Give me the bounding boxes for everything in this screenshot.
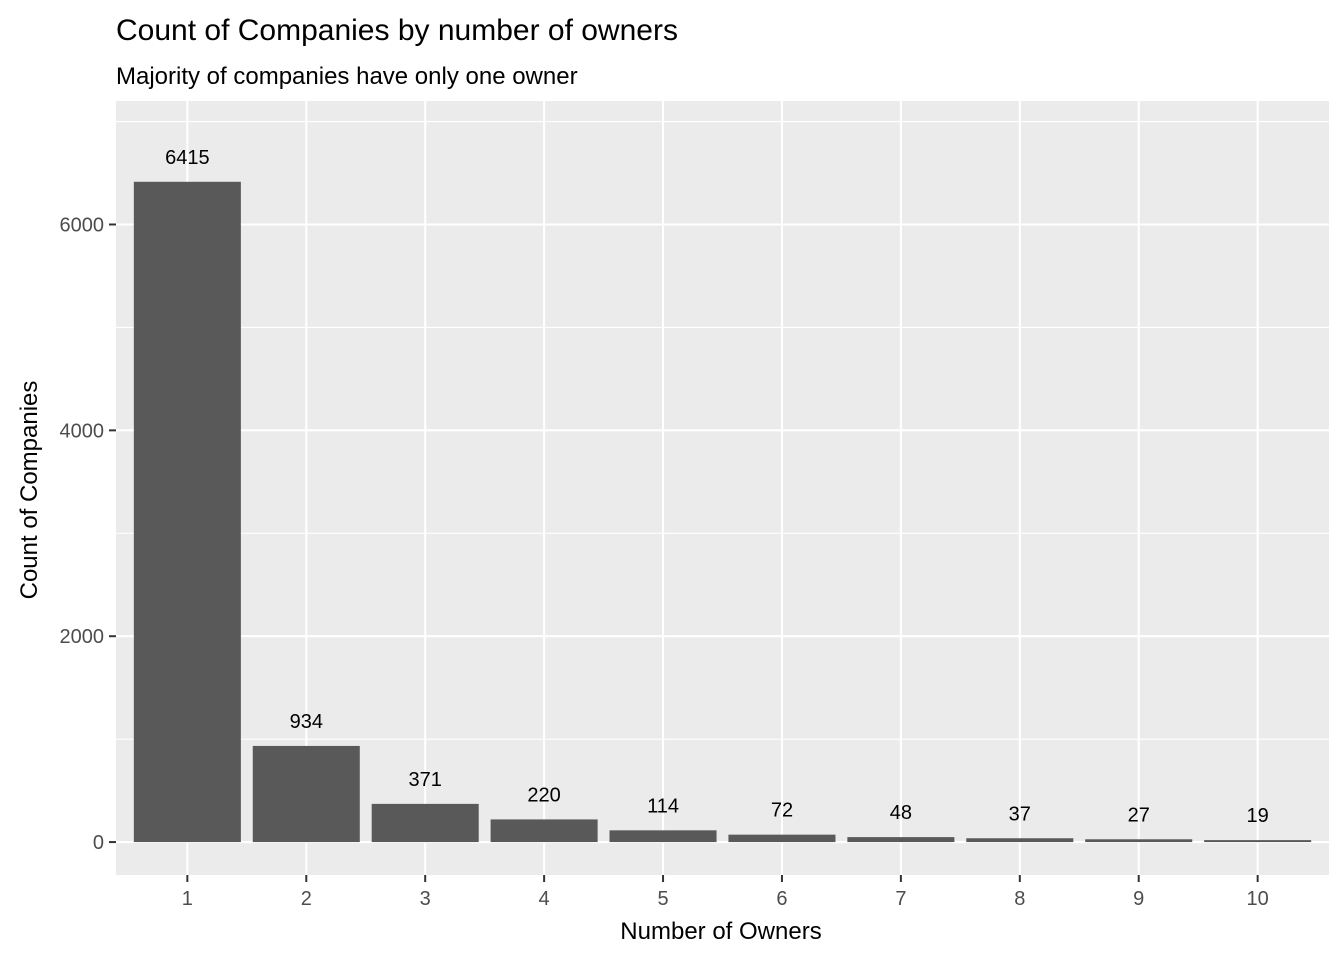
bar <box>728 834 836 843</box>
x-tick-label: 5 <box>657 888 668 910</box>
data-label: 114 <box>647 795 679 817</box>
data-label: 6415 <box>165 147 210 169</box>
data-label: 371 <box>409 769 442 791</box>
data-label: 220 <box>527 784 560 806</box>
data-label: 72 <box>771 800 793 822</box>
bar <box>490 819 598 843</box>
x-tick-label: 1 <box>182 888 193 910</box>
bar <box>252 745 360 843</box>
y-tick-label: 0 <box>93 832 104 854</box>
x-tick-label: 6 <box>776 888 787 910</box>
data-label: 934 <box>290 711 323 733</box>
bar <box>1204 840 1312 843</box>
bars <box>133 181 1312 843</box>
x-tick-label: 3 <box>420 888 431 910</box>
x-tick-label: 2 <box>301 888 312 910</box>
bar <box>609 830 717 843</box>
x-tick-label: 9 <box>1133 888 1144 910</box>
x-axis-title: Number of Owners <box>620 918 821 945</box>
y-axis: 0 2000 4000 6000 <box>60 215 116 854</box>
x-tick-label: 10 <box>1247 888 1269 910</box>
x-tick-label: 7 <box>895 888 906 910</box>
bar <box>133 181 241 843</box>
bar <box>966 838 1074 843</box>
y-axis-title: Count of Companies <box>16 381 43 600</box>
x-tick-label: 4 <box>539 888 550 910</box>
data-labels: 6415 934 371 220 114 72 48 37 27 19 <box>165 147 1269 827</box>
data-label: 19 <box>1247 805 1269 827</box>
x-tick-label: 8 <box>1014 888 1025 910</box>
chart-title: Count of Companies by number of owners <box>116 14 678 47</box>
data-label: 27 <box>1128 804 1150 826</box>
y-tick-label: 4000 <box>60 420 105 442</box>
bar <box>1085 839 1193 843</box>
bar <box>371 803 479 843</box>
data-label: 48 <box>890 802 912 824</box>
y-tick-label: 6000 <box>60 215 105 237</box>
y-tick-label: 2000 <box>60 626 105 648</box>
data-label: 37 <box>1009 803 1031 825</box>
bar <box>847 837 955 843</box>
chart-subtitle: Majority of companies have only one owne… <box>116 63 578 90</box>
x-axis: 1 2 3 4 5 6 7 8 9 10 <box>182 875 1269 910</box>
